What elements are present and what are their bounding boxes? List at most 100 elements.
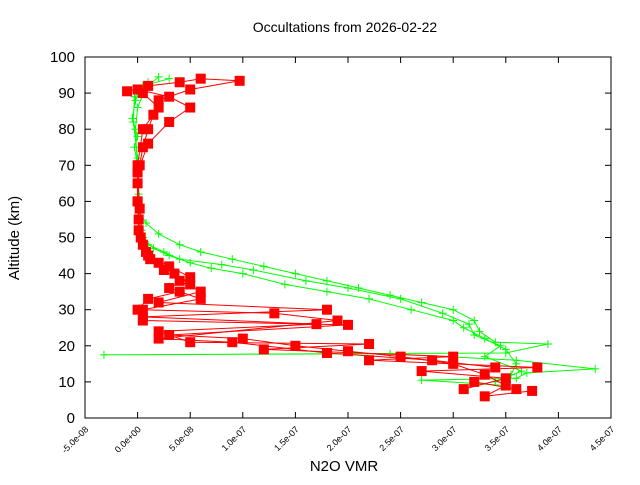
data-point: [438, 309, 447, 318]
data-point: [153, 297, 164, 308]
y-tick-label: 90: [58, 85, 75, 102]
data-point: [122, 86, 133, 97]
data-point: [591, 364, 600, 373]
data-point: [332, 315, 343, 326]
data-point: [417, 376, 426, 385]
data-point: [290, 340, 301, 351]
data-point: [322, 287, 331, 296]
data-point: [174, 77, 185, 88]
data-point: [185, 102, 196, 113]
plot-frame: [84, 56, 612, 419]
x-tick-label: 1.0e-07: [220, 424, 249, 453]
data-point: [131, 96, 140, 105]
data-point: [158, 264, 169, 275]
x-tick-label: 3.5e-07: [483, 424, 512, 453]
data-point: [164, 116, 175, 127]
x-tick-label: -5.0e-08: [60, 424, 91, 455]
series-0: [99, 72, 600, 390]
data-point: [490, 362, 501, 373]
y-tick-label: 100: [50, 49, 75, 66]
data-point: [134, 203, 145, 214]
data-point: [174, 275, 185, 286]
data-point: [195, 293, 206, 304]
data-point: [137, 304, 148, 315]
data-point: [427, 355, 438, 366]
data-point: [137, 311, 148, 322]
data-point: [407, 305, 416, 314]
data-point: [500, 380, 511, 391]
data-point: [143, 80, 154, 91]
data-point: [344, 284, 352, 293]
y-tick-label: 40: [58, 266, 75, 283]
data-point: [169, 268, 180, 279]
data-point: [532, 362, 543, 373]
data-point: [469, 376, 480, 387]
data-point: [269, 308, 280, 319]
y-tick-label: 50: [58, 230, 75, 247]
y-axis-label: Altitude (km): [6, 196, 23, 280]
data-point: [512, 374, 521, 383]
data-point: [207, 264, 216, 273]
x-tick-label: 0.0e+00: [113, 424, 143, 454]
data-point: [227, 337, 238, 348]
x-tick-label: 2.0e-07: [325, 424, 354, 453]
data-point: [154, 72, 163, 81]
data-point: [249, 265, 258, 274]
data-point: [130, 143, 139, 152]
data-point: [280, 280, 289, 289]
x-tick-label: 3.0e-07: [430, 424, 459, 453]
data-point: [185, 279, 196, 290]
data-point: [132, 84, 143, 95]
data-point: [386, 291, 395, 300]
data-point: [133, 103, 142, 112]
y-tick-label: 60: [58, 193, 75, 210]
data-point: [143, 124, 154, 135]
data-point: [522, 368, 531, 377]
data-point: [135, 232, 146, 243]
data-point: [129, 117, 138, 126]
data-point: [159, 247, 168, 256]
data-point: [153, 333, 164, 344]
data-point: [153, 95, 164, 106]
data-point: [137, 239, 148, 250]
data-point: [311, 319, 322, 330]
data-point: [153, 102, 164, 113]
data-point: [195, 73, 206, 84]
x-tick-label: 4.5e-07: [588, 424, 617, 453]
data-point: [543, 339, 552, 348]
data-point: [195, 286, 206, 297]
data-point: [396, 294, 405, 303]
data-point: [137, 142, 148, 153]
data-point: [185, 337, 196, 348]
x-tick-label: 2.5e-07: [377, 424, 406, 453]
series-1: [122, 73, 543, 402]
x-axis-label: N2O VMR: [310, 458, 379, 475]
data-point: [258, 344, 269, 355]
data-point: [175, 255, 184, 264]
y-tick-label: 20: [58, 338, 75, 355]
plot-area: [99, 72, 600, 402]
data-point: [500, 373, 511, 384]
chart-title: Occultations from 2026-02-22: [253, 19, 438, 35]
data-point: [364, 355, 375, 366]
data-point: [137, 88, 148, 99]
x-tick-label: 1.5e-07: [272, 424, 301, 453]
series-line: [137, 89, 538, 390]
data-point: [301, 276, 310, 285]
data-point: [321, 348, 332, 359]
data-point: [354, 284, 363, 293]
data-point: [449, 305, 458, 314]
data-point: [470, 316, 479, 325]
data-point: [416, 366, 427, 377]
data-point: [164, 91, 175, 102]
data-point: [259, 262, 268, 271]
data-point: [132, 196, 143, 207]
data-point: [165, 74, 174, 83]
data-point: [479, 391, 490, 402]
y-tick-label: 0: [67, 410, 75, 427]
y-tick-label: 30: [58, 302, 75, 319]
y-tick-label: 10: [58, 374, 75, 391]
series-line: [134, 82, 517, 375]
data-point: [448, 351, 459, 362]
data-point: [417, 298, 426, 307]
